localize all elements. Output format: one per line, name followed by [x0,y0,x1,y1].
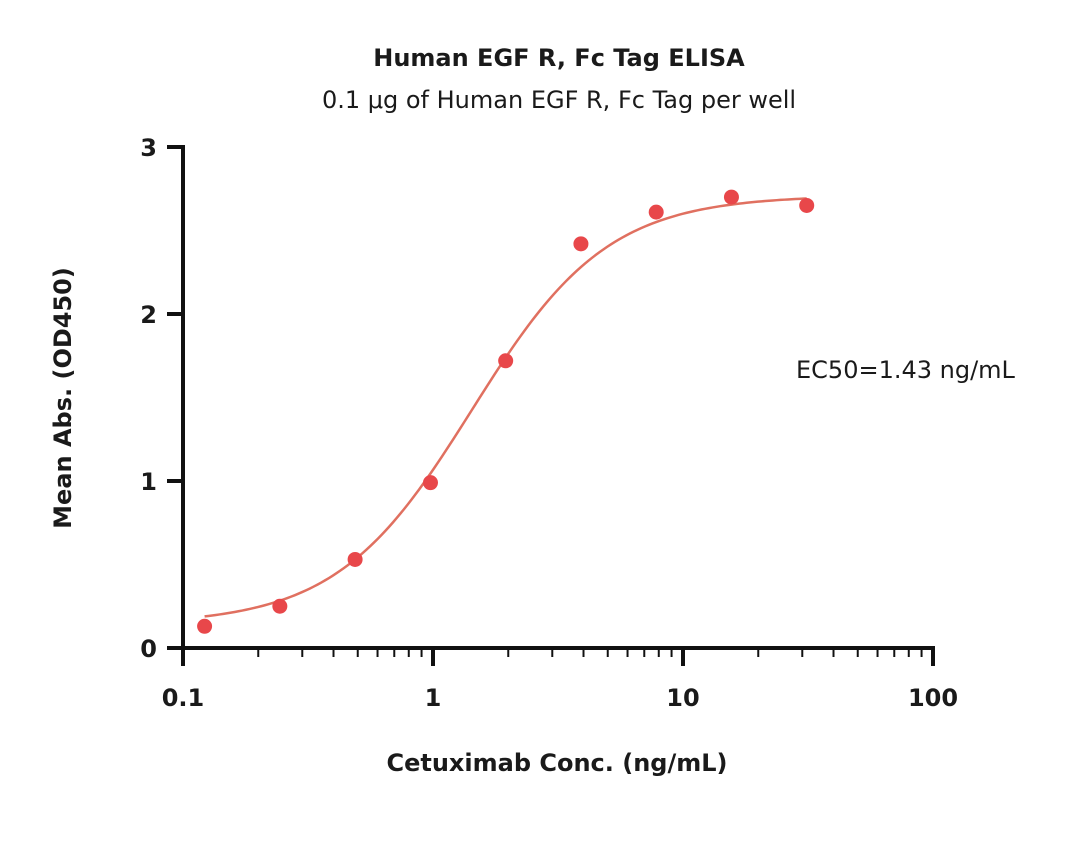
data-point [272,598,288,614]
data-point [799,197,815,213]
y-tick-label: 1 [140,468,157,496]
chart-title: Human EGF R, Fc Tag ELISA [373,44,745,72]
x-axis-label: Cetuximab Conc. (ng/mL) [386,749,727,777]
fit-curve [204,197,807,618]
y-tick-label: 2 [140,301,157,329]
y-tick-label: 0 [140,635,157,663]
axes [181,145,935,650]
data-point [573,236,589,252]
chart-subtitle: 0.1 μg of Human EGF R, Fc Tag per well [322,86,796,114]
fit-curve-group [204,197,807,618]
x-tick-label: 1 [425,684,442,712]
data-point [498,353,514,369]
x-tick-label: 0.1 [162,684,205,712]
data-point [347,551,363,567]
ticks: 0 1 2 3 0.1 1 10 100 [140,134,958,712]
y-axis-label: Mean Abs. (OD450) [49,267,77,529]
ec50-annotation: EC50=1.43 ng/mL [796,356,1016,384]
x-tick-label: 100 [908,684,958,712]
y-tick-label: 3 [140,134,157,162]
x-tick-label: 10 [666,684,699,712]
data-point [723,189,739,205]
data-point [422,475,438,491]
data-points [197,189,815,634]
data-point [197,618,213,634]
data-point [648,204,664,220]
